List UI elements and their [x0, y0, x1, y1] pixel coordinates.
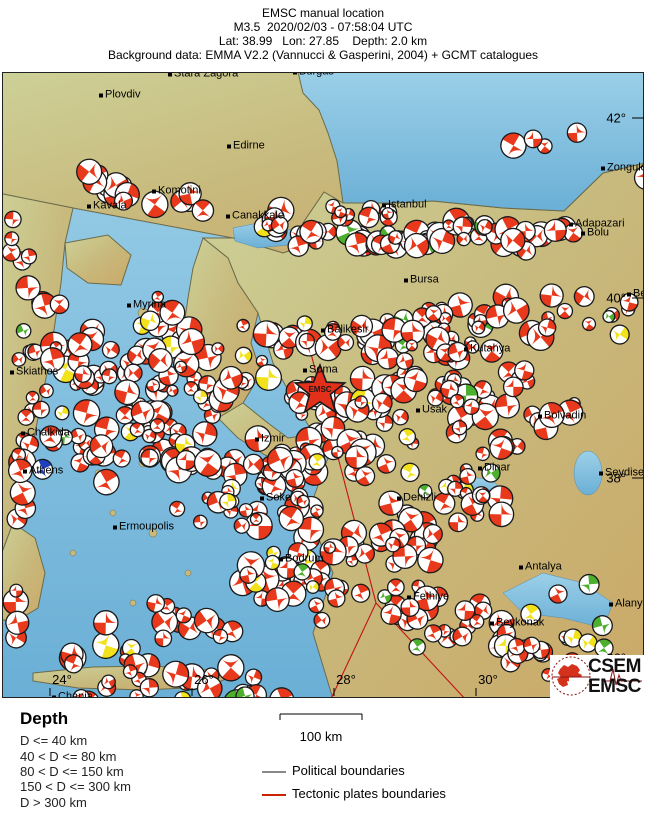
svg-text:EMSC: EMSC	[308, 385, 331, 394]
